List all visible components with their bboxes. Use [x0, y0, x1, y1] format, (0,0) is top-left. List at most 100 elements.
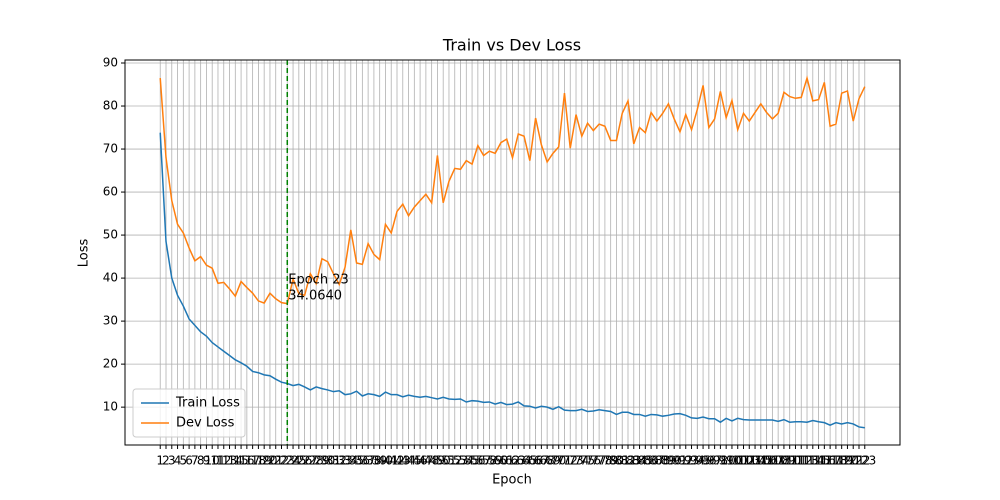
x-tick-label: 95	[695, 454, 710, 468]
x-tick-label: 8	[197, 454, 205, 468]
x-tick-label: 52	[447, 454, 462, 468]
x-tick-label: 50	[436, 454, 451, 468]
x-tick-label: 62	[505, 454, 520, 468]
y-tick-label: 70	[103, 142, 118, 156]
x-tick-label: 94	[690, 454, 705, 468]
x-tick-label: 66	[528, 454, 543, 468]
annotation: 34.0640	[288, 289, 342, 304]
x-tick-label: 113	[796, 454, 819, 468]
x-tick-label: 53	[453, 454, 468, 468]
x-tick-label: 80	[609, 454, 624, 468]
y-tick-label: 10	[103, 400, 118, 414]
x-tick-label: 97	[707, 454, 722, 468]
x-tick-label: 82	[620, 454, 635, 468]
x-tick-label: 33	[337, 454, 352, 468]
series-line	[159, 132, 865, 429]
x-tick-label: 35	[349, 454, 364, 468]
x-tick-label: 101	[726, 454, 749, 468]
x-tick-label: 120	[836, 454, 859, 468]
x-tick-label: 88	[655, 454, 670, 468]
x-tick-label: 96	[701, 454, 716, 468]
y-tick-label: 60	[103, 185, 118, 199]
x-tick-label: 116	[813, 454, 836, 468]
plot-frame	[124, 59, 901, 446]
y-tick-label: 50	[103, 228, 118, 242]
x-tick-label: 102	[732, 454, 755, 468]
x-tick-label: 122	[848, 454, 871, 468]
x-tick-label: 68	[540, 454, 555, 468]
x-tick-label: 71	[557, 454, 572, 468]
x-tick-label: 90	[667, 454, 682, 468]
x-tick-label: 87	[649, 454, 664, 468]
x-tick-label: 117	[819, 454, 842, 468]
x-tick-label: 15	[233, 454, 248, 468]
x-tick-label: 30	[320, 454, 335, 468]
x-tick-label: 73	[568, 454, 583, 468]
x-tick-label: 3	[168, 454, 176, 468]
x-tick-label: 44	[401, 454, 416, 468]
x-tick-label: 22	[274, 454, 289, 468]
x-tick-label: 27	[303, 454, 318, 468]
x-tick-label: 57	[476, 454, 491, 468]
x-tick-label: 105	[749, 454, 772, 468]
x-tick-label: 114	[801, 454, 824, 468]
x-tick-label: 98	[713, 454, 728, 468]
x-axis-label: Epoch	[492, 473, 532, 488]
x-tick-label: 78	[597, 454, 612, 468]
x-tick-label: 54	[459, 454, 474, 468]
x-tick-label: 110	[778, 454, 801, 468]
x-tick-label: 64	[516, 454, 531, 468]
y-axis-label: Loss	[77, 239, 92, 268]
x-tick-label: 21	[268, 454, 283, 468]
x-tick-label: 4	[174, 454, 182, 468]
y-tick-label: 20	[103, 357, 118, 371]
x-tick-label: 10	[205, 454, 220, 468]
x-tick-label: 2	[162, 454, 170, 468]
x-tick-label: 26	[297, 454, 312, 468]
x-tick-label: 119	[830, 454, 853, 468]
annotation: Epoch 23	[288, 273, 348, 288]
x-tick-label: 104	[744, 454, 767, 468]
x-tick-label: 69	[545, 454, 560, 468]
x-tick-label: 51	[441, 454, 456, 468]
x-tick-label: 17	[245, 454, 260, 468]
x-tick-label: 6	[185, 454, 193, 468]
x-tick-label: 42	[389, 454, 404, 468]
x-tick-label: 63	[511, 454, 526, 468]
x-tick-label: 77	[591, 454, 606, 468]
x-tick-label: 83	[626, 454, 641, 468]
y-tick-label: 40	[103, 271, 118, 285]
x-tick-label: 84	[632, 454, 647, 468]
x-tick-label: 47	[418, 454, 433, 468]
x-tick-label: 23	[280, 454, 295, 468]
x-tick-label: 99	[719, 454, 734, 468]
x-tick-label: 19	[257, 454, 272, 468]
legend-label: Dev Loss	[176, 416, 235, 431]
x-tick-label: 93	[684, 454, 699, 468]
x-tick-label: 9	[203, 454, 211, 468]
x-tick-label: 81	[615, 454, 630, 468]
x-tick-label: 14	[228, 454, 243, 468]
x-tick-label: 76	[586, 454, 601, 468]
x-tick-label: 56	[470, 454, 485, 468]
x-tick-label: 38	[366, 454, 381, 468]
x-tick-label: 61	[499, 454, 514, 468]
x-tick-label: 37	[360, 454, 375, 468]
y-tick-label: 30	[103, 314, 118, 328]
y-tick-label: 90	[103, 56, 118, 70]
x-tick-label: 16	[239, 454, 254, 468]
x-tick-label: 46	[412, 454, 427, 468]
x-tick-label: 32	[332, 454, 347, 468]
x-tick-label: 28	[309, 454, 324, 468]
x-tick-label: 12	[216, 454, 231, 468]
x-tick-label: 49	[430, 454, 445, 468]
legend: Train Loss Dev Loss	[132, 388, 246, 438]
legend-label: Train Loss	[175, 396, 240, 411]
x-tick-label: 72	[563, 454, 578, 468]
x-tick-label: 115	[807, 454, 830, 468]
x-tick-label: 89	[661, 454, 676, 468]
x-tick-label: 36	[355, 454, 370, 468]
series-line	[159, 75, 866, 305]
y-tick-label: 80	[103, 99, 118, 113]
